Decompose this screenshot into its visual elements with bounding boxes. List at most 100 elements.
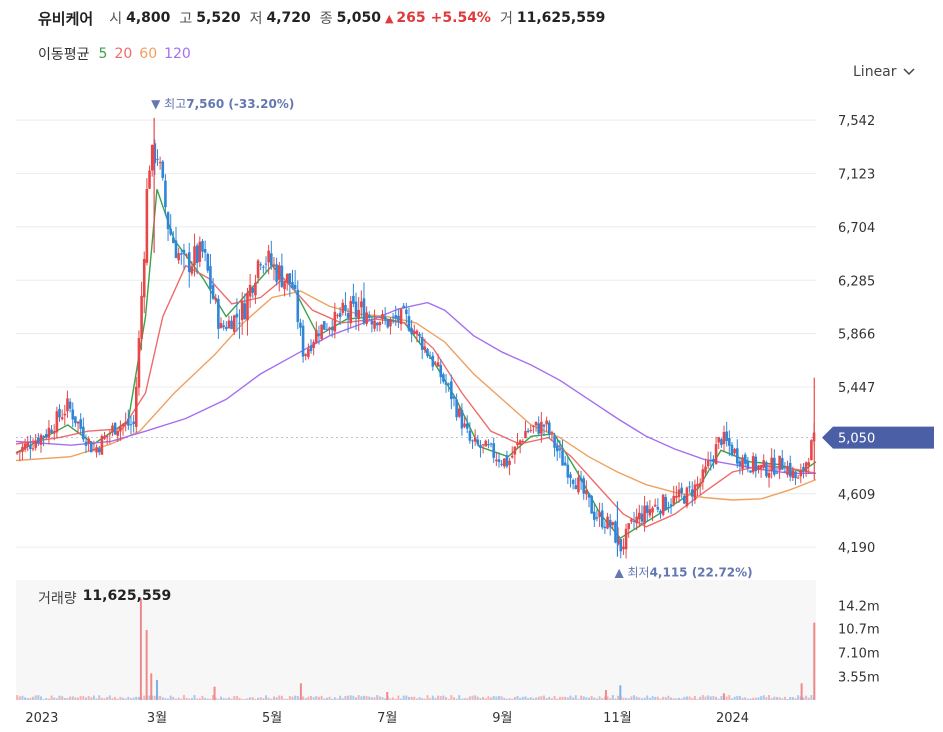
candle-down (489, 443, 493, 445)
candle-down (225, 327, 228, 330)
candle-down (735, 448, 739, 464)
volume-bar (95, 698, 98, 700)
volume-bar (376, 695, 379, 700)
volume-bar (111, 698, 114, 700)
current-price-badge (822, 426, 934, 449)
candle-down (317, 333, 321, 336)
candle-up (381, 314, 384, 319)
candle-down (447, 383, 450, 385)
volume-bar (341, 698, 344, 700)
ma-5-label[interactable]: 5 (98, 46, 108, 62)
candle-down (566, 464, 570, 478)
volume-bar (108, 695, 111, 700)
candle-up (140, 295, 143, 339)
y-tick-label: 5,866 (838, 328, 875, 343)
candle-up (232, 315, 236, 332)
volume-bar (249, 697, 252, 700)
candle-down (537, 423, 541, 434)
candle-down (574, 485, 578, 490)
candle-down (608, 519, 612, 528)
candle-down (169, 228, 173, 235)
volume-bar (129, 698, 132, 700)
candle-down (765, 462, 768, 477)
volume-bar (280, 695, 283, 700)
candle-down (203, 249, 207, 253)
candle-up (638, 512, 641, 520)
candle-down (712, 459, 715, 463)
candle-down (217, 298, 220, 329)
candle-up (473, 437, 477, 442)
ma-20-label[interactable]: 20 (114, 46, 133, 62)
volume-panel-value: 11,625,559 (82, 588, 172, 604)
candle-up (502, 458, 506, 467)
volume-bar (317, 696, 320, 700)
volume-tick-label: 10.7m (838, 623, 880, 638)
candle-down (280, 265, 284, 287)
candle-down (259, 264, 263, 266)
volume-bar (707, 695, 710, 700)
volume-bar (257, 697, 260, 700)
candle-up (214, 297, 218, 301)
candle-down (505, 455, 509, 467)
volume-bar (69, 696, 72, 700)
volume-bar (447, 698, 450, 700)
volume-bar (139, 598, 142, 700)
volume-bar (754, 697, 757, 700)
candle-up (495, 459, 498, 461)
candle-down (161, 161, 165, 178)
close-label: 종 (319, 11, 333, 27)
candle-up (463, 423, 466, 427)
candle-up (799, 470, 803, 477)
volume-bar (595, 698, 598, 700)
volume-bar (415, 698, 418, 700)
volume-bar (132, 697, 135, 700)
volume-tick-label: 3.55m (838, 670, 880, 685)
volume-bar (482, 696, 485, 700)
x-tick-label: 2024 (716, 711, 749, 726)
candle-down (749, 470, 752, 473)
volume-bar (58, 695, 61, 700)
volume-bar (82, 696, 85, 700)
candle-down (201, 241, 204, 252)
volume-bar (209, 698, 212, 700)
scale-selector[interactable]: Linear (853, 64, 915, 80)
volume-bar (106, 697, 109, 700)
volume-bar (185, 697, 188, 700)
volume-bar (492, 695, 495, 700)
candle-down (301, 325, 305, 357)
ma-120-label[interactable]: 120 (164, 46, 191, 62)
candle-down (264, 263, 268, 265)
volume-bar (389, 698, 392, 700)
volume-bar (786, 698, 789, 700)
candle-up (148, 170, 151, 189)
volume-bar (172, 696, 175, 700)
volume-bar (325, 697, 328, 700)
candle-up (624, 528, 628, 550)
volume-bar (302, 696, 305, 700)
volume-bar (16, 695, 19, 700)
candle-down (394, 315, 398, 319)
volume-bar (527, 697, 530, 700)
candle-up (116, 430, 120, 436)
volume-bar (484, 698, 487, 700)
candle-down (299, 322, 302, 328)
candle-down (262, 266, 265, 268)
ma-60-label[interactable]: 60 (139, 46, 158, 62)
candle-up (791, 470, 795, 478)
volume-bar (225, 698, 228, 700)
x-tick-label: 2023 (25, 711, 58, 726)
volume-bar (272, 696, 275, 700)
volume-bar (598, 696, 601, 700)
candle-up (675, 495, 678, 498)
scale-label: Linear (853, 64, 897, 80)
volume-bar (233, 696, 236, 700)
volume-bar (752, 697, 755, 700)
candle-down (526, 430, 530, 432)
volume-bar (378, 696, 381, 700)
volume-bar (781, 698, 784, 700)
volume-bar (452, 697, 455, 700)
candle-up (651, 507, 654, 513)
volume-bar (487, 696, 490, 700)
volume-bar (400, 698, 403, 700)
